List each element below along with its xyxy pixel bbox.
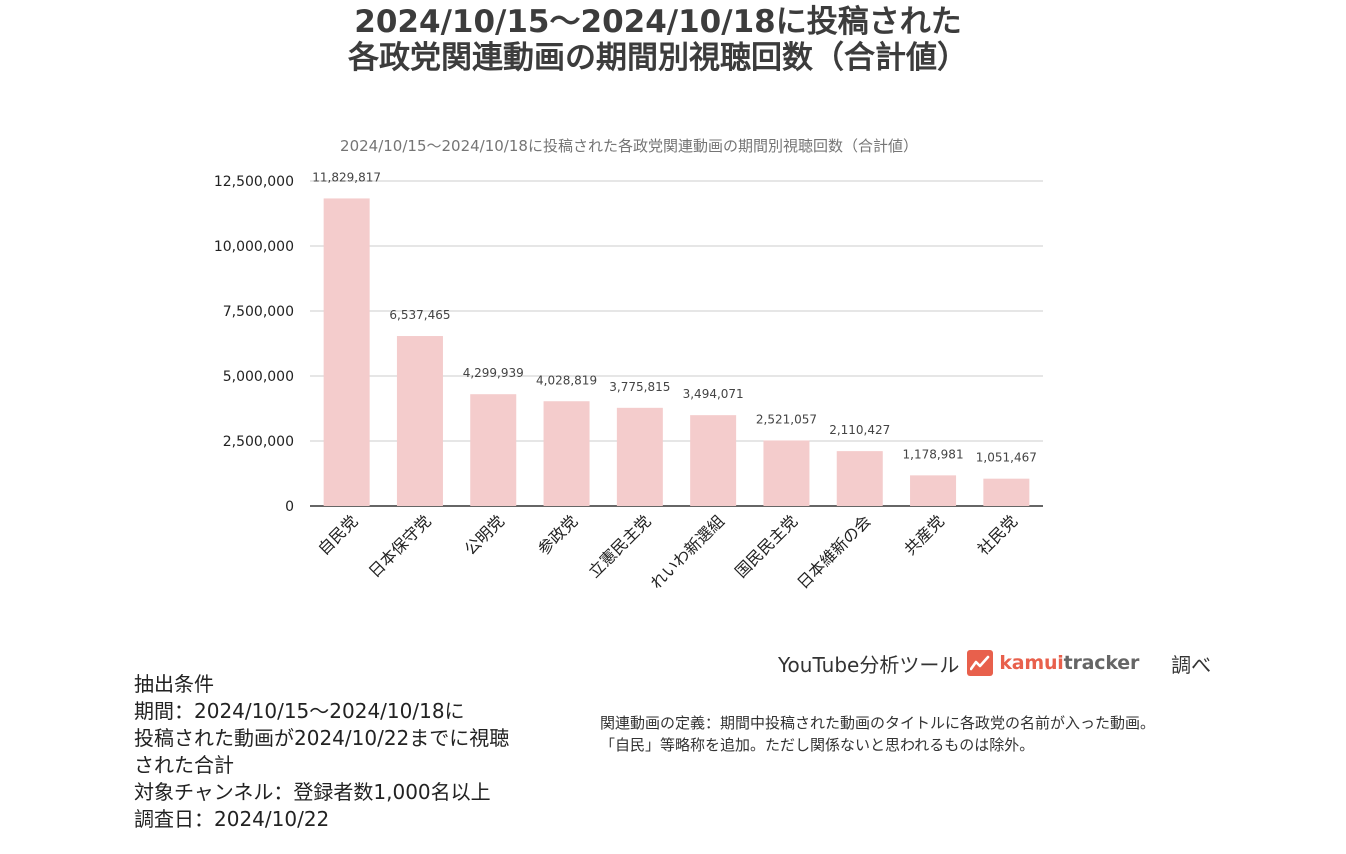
bar bbox=[323, 198, 370, 507]
page-title-line-1: 2024/10/15～2024/10/18に投稿された bbox=[354, 4, 962, 40]
y-tick-label: 7,500,000 bbox=[223, 304, 294, 320]
bar bbox=[396, 336, 443, 506]
x-category-label: 立憲民主党 bbox=[585, 511, 655, 581]
logo-text-kamui: kamui bbox=[999, 652, 1064, 674]
credit: YouTube分析ツール kamuitracker 調べ bbox=[778, 648, 1211, 678]
chart-bars bbox=[323, 198, 1030, 507]
bar-value-label: 2,110,427 bbox=[829, 423, 890, 437]
y-tick-label: 10,000,000 bbox=[214, 239, 294, 255]
x-category-label: 公明党 bbox=[461, 511, 508, 558]
x-category-label: 社民党 bbox=[974, 511, 1021, 558]
x-category-label: 参政党 bbox=[534, 511, 581, 558]
x-category-label: 共産党 bbox=[900, 511, 947, 558]
logo-text-tracker: tracker bbox=[1063, 652, 1140, 674]
page-title-line-2: 各政党関連動画の期間別視聴回数（合計値） bbox=[348, 40, 968, 76]
y-tick-label: 2,500,000 bbox=[223, 434, 294, 450]
bar bbox=[836, 451, 883, 506]
bar bbox=[910, 475, 957, 506]
x-category-label: れいわ新選組 bbox=[647, 511, 728, 592]
bar bbox=[470, 394, 517, 506]
bar-value-label: 11,829,817 bbox=[312, 170, 381, 184]
bar bbox=[983, 478, 1030, 506]
bar bbox=[543, 401, 590, 506]
y-tick-label: 0 bbox=[285, 499, 294, 515]
bar-value-label: 3,775,815 bbox=[609, 380, 670, 394]
bar bbox=[690, 415, 737, 506]
bar-value-label: 4,028,819 bbox=[536, 373, 597, 387]
extraction-conditions: 抽出条件 期間：2024/10/15～2024/10/18に 投稿された動画が2… bbox=[134, 671, 574, 833]
y-tick-label: 5,000,000 bbox=[223, 369, 294, 385]
x-category-label: 日本保守党 bbox=[365, 511, 435, 581]
definition-line-1: 関連動画の定義：期間中投稿された動画のタイトルに各政党の名前が入った動画。 bbox=[600, 714, 1156, 732]
conditions-survey-date: 調査日：2024/10/22 bbox=[134, 807, 330, 831]
conditions-period-line-3: された合計 bbox=[134, 753, 234, 777]
kamuitracker-logo: kamuitracker bbox=[999, 652, 1139, 674]
x-axis-category-labels: 自民党 日本保守党 公明党 参政党 立憲民主党れいわ新選組 国民民主党日本維新の会 共産党社… bbox=[314, 511, 1021, 592]
related-video-definition: 関連動画の定義：期間中投稿された動画のタイトルに各政党の名前が入った動画。 「自… bbox=[600, 712, 1300, 756]
conditions-period-line-2: 投稿された動画が2024/10/22までに視聴 bbox=[134, 726, 510, 750]
page-title: 2024/10/15～2024/10/18に投稿された 各政党関連動画の期間別視… bbox=[0, 4, 1316, 76]
trend-chart-icon bbox=[967, 650, 994, 676]
bar-value-label: 1,051,467 bbox=[976, 451, 1037, 465]
bar-value-label: 4,299,939 bbox=[463, 366, 524, 380]
bar-value-label: 6,537,465 bbox=[389, 308, 450, 322]
bar bbox=[763, 440, 810, 506]
bar-chart: 2024/10/15～2024/10/18に投稿された各政党関連動画の期間別視聴… bbox=[214, 137, 1043, 593]
conditions-period-line-1: 期間：2024/10/15～2024/10/18に bbox=[134, 699, 465, 723]
conditions-heading: 抽出条件 bbox=[134, 672, 214, 696]
credit-by-label: 調べ bbox=[1171, 652, 1212, 677]
y-tick-label: 12,500,000 bbox=[214, 174, 294, 190]
chart-title: 2024/10/15～2024/10/18に投稿された各政党関連動画の期間別視聴… bbox=[340, 137, 918, 155]
y-axis-tick-labels: 0 2,500,000 5,000,000 7,500,000 10,000,000 12… bbox=[214, 174, 294, 515]
x-category-label: 国民民主党 bbox=[731, 511, 801, 581]
x-category-label: 自民党 bbox=[314, 511, 361, 558]
bar bbox=[616, 407, 663, 506]
bar-value-label: 1,178,981 bbox=[903, 447, 964, 461]
bar-value-label: 2,521,057 bbox=[756, 412, 817, 426]
credit-tool-label: YouTube分析ツール bbox=[778, 652, 960, 677]
conditions-channel: 対象チャンネル：登録者数1,000名以上 bbox=[134, 780, 491, 804]
x-category-label: 日本維新の会 bbox=[793, 511, 874, 592]
bar-value-labels: 11,829,817 6,537,465 4,299,939 4,028,819 3,7… bbox=[312, 170, 1037, 464]
definition-line-2: 「自民」等略称を追加。ただし関係ないと思われるものは除外。 bbox=[600, 736, 1035, 754]
bar-value-label: 3,494,071 bbox=[683, 387, 744, 401]
